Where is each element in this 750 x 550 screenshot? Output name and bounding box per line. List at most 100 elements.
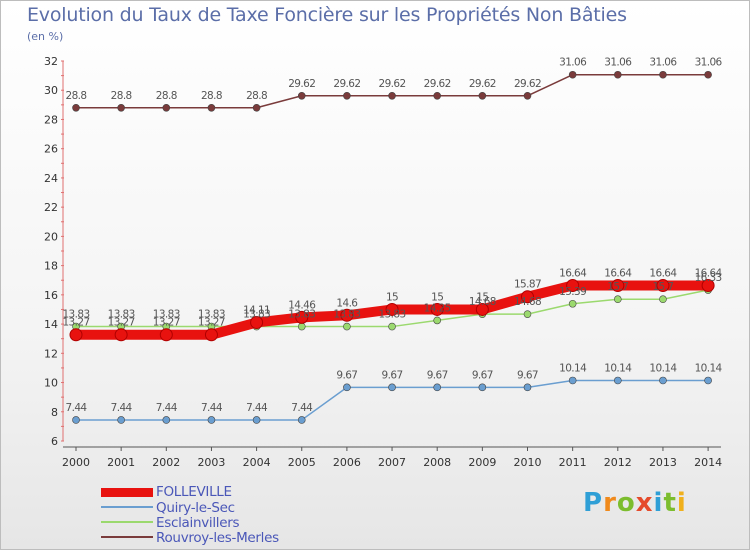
data-label-folleville: 13.27 <box>198 317 225 329</box>
data-label-esclainvillers: 14.68 <box>514 296 541 308</box>
data-label-quiry-le-sec: 9.67 <box>336 369 357 381</box>
x-tick-label: 2006 <box>333 456 361 469</box>
x-tick-label: 2003 <box>197 456 225 469</box>
data-point-rouvroy-les-merles <box>207 103 216 112</box>
data-label-folleville: 13.27 <box>62 317 89 329</box>
data-point-folleville <box>114 328 128 342</box>
data-label-quiry-le-sec: 10.14 <box>604 362 632 374</box>
data-point-folleville <box>475 302 489 316</box>
data-label-esclainvillers: 13.83 <box>198 309 225 321</box>
data-point-quiry-le-sec <box>523 383 532 392</box>
y-tick-label: 32 <box>44 55 58 68</box>
data-point-folleville <box>430 302 444 316</box>
data-point-rouvroy-les-merles <box>162 103 171 112</box>
data-label-quiry-le-sec: 7.44 <box>201 402 223 414</box>
data-label-quiry-le-sec: 7.44 <box>291 402 313 414</box>
x-tick-label: 2002 <box>152 456 180 469</box>
x-tick-label: 2013 <box>649 456 677 469</box>
data-label-folleville: 15.87 <box>514 279 541 291</box>
y-tick-label: 6 <box>51 435 58 448</box>
y-tick-label: 28 <box>44 113 58 126</box>
y-tick-label: 18 <box>44 260 58 273</box>
data-point-esclainvillers <box>297 322 306 331</box>
legend-label-esclainvillers: Esclainvillers <box>156 515 240 531</box>
data-point-quiry-le-sec <box>252 416 261 424</box>
x-tick-label: 2004 <box>243 456 271 469</box>
data-label-rouvroy-les-merles: 29.62 <box>333 78 360 90</box>
data-point-folleville <box>250 315 264 329</box>
data-label-rouvroy-les-merles: 28.8 <box>156 90 177 102</box>
data-label-folleville: 13.27 <box>108 317 135 329</box>
data-point-esclainvillers <box>343 322 351 331</box>
data-label-quiry-le-sec: 9.67 <box>427 369 448 381</box>
x-tick-label: 2007 <box>378 456 406 469</box>
data-label-folleville: 13.27 <box>153 317 180 329</box>
data-point-folleville <box>295 310 309 324</box>
data-point-rouvroy-les-merles <box>704 70 712 79</box>
data-label-quiry-le-sec: 7.44 <box>111 402 133 414</box>
data-point-folleville <box>385 302 399 316</box>
legend-label-rouvroy-les-merles: Rouvroy-les-Merles <box>156 530 279 546</box>
data-point-quiry-le-sec <box>72 416 80 424</box>
data-label-folleville: 14.11 <box>243 304 270 316</box>
data-point-rouvroy-les-merles <box>568 70 577 79</box>
data-point-folleville <box>701 278 715 292</box>
data-label-quiry-le-sec: 10.14 <box>695 362 723 374</box>
data-label-folleville: 16.64 <box>649 267 677 279</box>
data-point-folleville <box>69 328 83 342</box>
data-point-rouvroy-les-merles <box>343 91 351 100</box>
data-point-quiry-le-sec <box>162 416 171 424</box>
data-point-esclainvillers <box>613 295 622 304</box>
x-tick-label: 2008 <box>423 456 451 469</box>
data-label-rouvroy-les-merles: 28.8 <box>111 90 132 102</box>
x-tick-label: 2014 <box>694 456 722 469</box>
data-point-quiry-le-sec <box>343 383 351 392</box>
data-label-quiry-le-sec: 7.44 <box>156 402 178 414</box>
data-point-rouvroy-les-merles <box>388 91 396 100</box>
data-point-rouvroy-les-merles <box>117 103 125 112</box>
data-label-quiry-le-sec: 9.67 <box>517 369 538 381</box>
data-point-esclainvillers <box>568 299 577 308</box>
data-label-rouvroy-les-merles: 29.62 <box>288 78 315 90</box>
data-label-quiry-le-sec: 9.67 <box>472 369 493 381</box>
x-tick-label: 2011 <box>559 456 587 469</box>
data-point-folleville <box>566 278 580 292</box>
y-tick-label: 8 <box>51 406 58 419</box>
data-label-esclainvillers: 14.25 <box>424 302 451 314</box>
data-label-rouvroy-les-merles: 29.62 <box>379 78 406 90</box>
data-point-rouvroy-les-merles <box>72 103 80 112</box>
x-tick-label: 2010 <box>514 456 542 469</box>
data-point-folleville <box>521 290 534 304</box>
y-tick-label: 10 <box>44 377 58 390</box>
data-point-esclainvillers <box>433 316 442 325</box>
data-label-rouvroy-les-merles: 29.62 <box>514 78 541 90</box>
y-tick-label: 26 <box>44 143 58 156</box>
data-label-esclainvillers: 16.33 <box>695 272 722 284</box>
data-label-rouvroy-les-merles: 29.62 <box>469 78 496 90</box>
data-point-quiry-le-sec <box>297 416 306 424</box>
data-point-quiry-le-sec <box>117 416 125 424</box>
y-axis-unit-label: (en %) <box>27 30 64 43</box>
data-label-esclainvillers: 13.83 <box>379 309 406 321</box>
x-tick-label: 2005 <box>288 456 316 469</box>
data-label-quiry-le-sec: 7.44 <box>66 402 88 414</box>
y-tick-label: 20 <box>44 230 58 243</box>
data-label-folleville: 16.64 <box>559 267 587 279</box>
x-tick-label: 2001 <box>107 456 135 469</box>
data-point-quiry-le-sec <box>613 376 622 385</box>
data-label-esclainvillers: 13.83 <box>333 309 360 321</box>
data-point-folleville <box>656 278 670 292</box>
data-point-rouvroy-les-merles <box>478 91 487 100</box>
data-label-quiry-le-sec: 7.44 <box>246 402 268 414</box>
data-label-rouvroy-les-merles: 31.06 <box>604 57 632 69</box>
data-label-quiry-le-sec: 9.67 <box>382 369 403 381</box>
data-label-rouvroy-les-merles: 28.8 <box>246 90 267 102</box>
legend-swatch-folleville <box>101 488 153 497</box>
data-label-folleville: 15 <box>431 291 443 303</box>
data-label-esclainvillers: 15.7 <box>652 281 673 293</box>
data-label-esclainvillers: 13.83 <box>153 309 180 321</box>
data-label-rouvroy-les-merles: 28.8 <box>201 90 222 102</box>
data-point-folleville <box>611 278 625 292</box>
data-label-esclainvillers: 13.83 <box>62 309 89 321</box>
